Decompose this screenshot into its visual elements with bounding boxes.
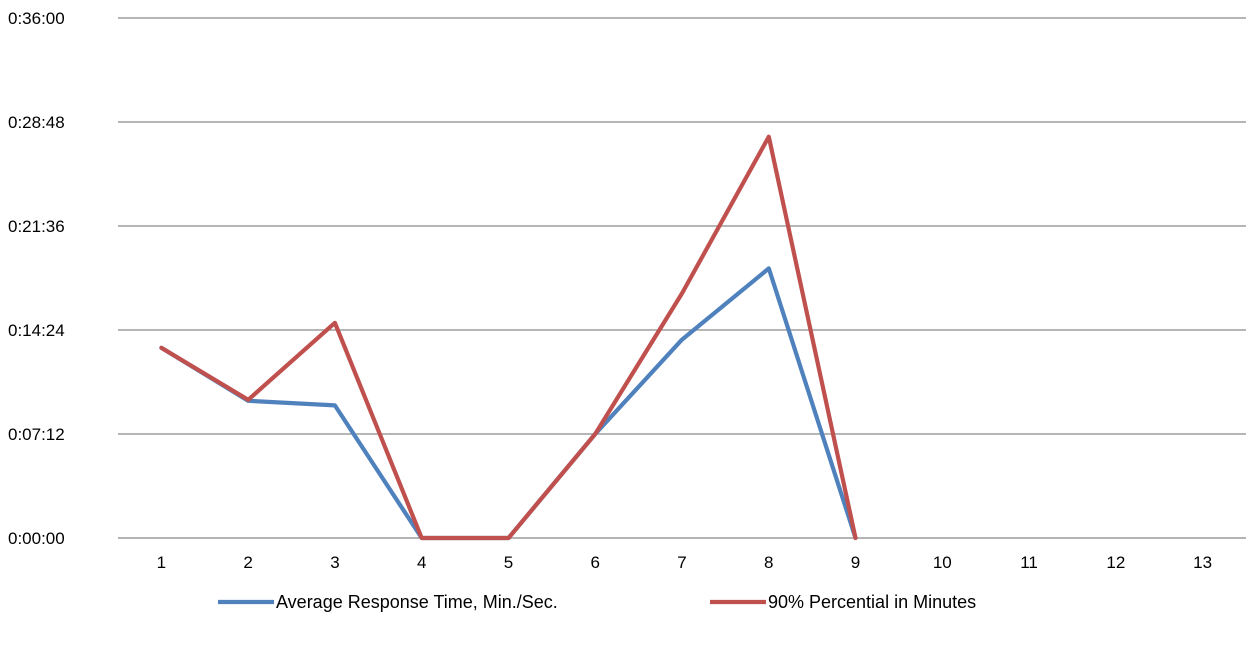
y-tick-label: 0:36:00 — [8, 9, 65, 28]
x-tick-label: 9 — [851, 553, 860, 572]
y-tick-label: 0:07:12 — [8, 425, 65, 444]
x-tick-label: 1 — [157, 553, 166, 572]
y-axis-tick-labels: 0:00:00 0:07:12 0:14:24 0:21:36 0:28:48 0:36:… — [8, 9, 65, 548]
x-tick-label: 8 — [764, 553, 773, 572]
x-tick-label: 2 — [243, 553, 252, 572]
gridlines — [118, 17, 1246, 539]
series-lines — [159, 134, 858, 541]
x-tick-label: 12 — [1106, 553, 1125, 572]
x-tick-label: 11 — [1020, 553, 1038, 572]
x-tick-label: 5 — [504, 553, 513, 572]
legend-label: 90% Percential in Minutes — [768, 592, 976, 612]
legend-item-1: Average Response Time, Min./Sec. — [218, 592, 558, 612]
legend-item-2: 90% Percential in Minutes — [710, 592, 976, 612]
y-tick-label: 0:28:48 — [8, 113, 65, 132]
legend-label: Average Response Time, Min./Sec. — [276, 592, 558, 612]
y-tick-label: 0:21:36 — [8, 217, 65, 236]
x-tick-label: 6 — [590, 553, 599, 572]
series-line-1 — [159, 266, 858, 541]
x-tick-label: 4 — [417, 553, 426, 572]
x-tick-label: 10 — [933, 553, 952, 572]
y-tick-label: 0:14:24 — [8, 321, 65, 340]
x-tick-label: 7 — [677, 553, 686, 572]
x-tick-label: 13 — [1193, 553, 1212, 572]
x-tick-label: 3 — [330, 553, 339, 572]
series-line-2 — [159, 134, 858, 541]
y-tick-label: 0:00:00 — [8, 529, 65, 548]
legend: Average Response Time, Min./Sec. 90% Perc… — [218, 592, 976, 612]
x-axis-tick-labels: 1 2 3 4 5 6 7 8 9 10 11 12 13 — [157, 553, 1212, 572]
